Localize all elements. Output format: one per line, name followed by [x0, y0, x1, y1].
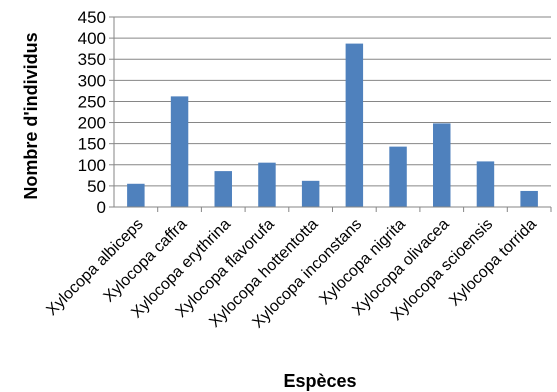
- y-tick-label: 250: [78, 92, 106, 111]
- y-tick-label: 100: [78, 156, 106, 175]
- bar: [476, 161, 495, 207]
- bar: [345, 43, 364, 207]
- bar: [433, 123, 451, 207]
- y-tick-label: 450: [78, 8, 106, 27]
- bar: [127, 183, 145, 207]
- y-tick-label: 0: [97, 198, 106, 217]
- bar: [520, 190, 538, 207]
- bars: [127, 43, 538, 207]
- bar: [301, 180, 320, 207]
- y-tick-label: 350: [78, 50, 106, 69]
- axes: [109, 16, 552, 212]
- y-tick-label: 50: [87, 177, 106, 196]
- bar: [170, 96, 189, 207]
- bar: [389, 146, 407, 207]
- y-tick-label: 150: [78, 135, 106, 154]
- x-axis-title: Espèces: [283, 371, 356, 391]
- y-tick-label: 200: [78, 114, 106, 133]
- bar: [214, 171, 232, 207]
- bar: [258, 162, 276, 207]
- y-axis-title: Nombre d'individus: [21, 32, 41, 199]
- y-tick-label: 400: [78, 29, 106, 48]
- y-tick-label: 300: [78, 71, 106, 90]
- y-tick-labels: 0 50 100 150 200 250 300 350 400 450: [78, 8, 106, 217]
